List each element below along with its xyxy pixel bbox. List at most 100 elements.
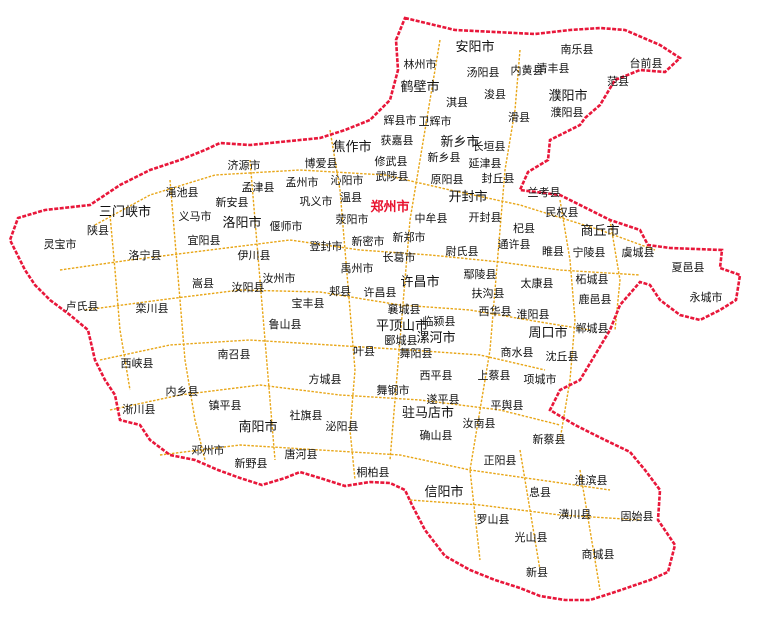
county-label: 内黄县: [510, 64, 544, 77]
county-label: 卫辉市: [418, 115, 452, 128]
city-label: 开封市: [448, 190, 488, 205]
county-label: 清丰县: [536, 62, 570, 75]
county-label: 博爱县: [304, 157, 338, 170]
county-label: 息县: [529, 486, 551, 499]
county-label: 太康县: [520, 277, 554, 290]
county-label: 修武县: [374, 155, 408, 168]
county-label: 通许县: [497, 238, 531, 251]
county-label: 郾城县: [384, 334, 418, 347]
county-label: 西华县: [478, 305, 512, 318]
county-label: 长垣县: [472, 140, 506, 153]
county-label: 固始县: [620, 510, 654, 523]
county-label: 光山县: [514, 531, 548, 544]
county-label: 宁陵县: [572, 246, 606, 259]
county-label: 荥阳市: [335, 213, 369, 226]
city-label: 周口市: [528, 326, 568, 341]
county-label: 渑池县: [165, 186, 199, 199]
county-label: 新蔡县: [532, 433, 566, 446]
county-label: 宜阳县: [187, 234, 221, 247]
county-label: 郏县: [329, 285, 351, 298]
county-label: 辉县市: [383, 114, 417, 127]
county-label: 汝南县: [462, 417, 496, 430]
county-label: 汝州市: [262, 272, 296, 285]
county-label: 西平县: [419, 369, 453, 382]
city-label: 平顶山市: [375, 319, 429, 334]
city-label: 洛阳市: [222, 216, 262, 231]
county-label: 永城市: [689, 291, 723, 304]
county-label: 尉氏县: [445, 245, 479, 258]
county-label: 潢川县: [558, 508, 592, 521]
county-label: 沈丘县: [545, 350, 579, 363]
county-label: 开封县: [468, 211, 502, 224]
county-label: 林州市: [403, 58, 437, 71]
province-boundary: [8, 16, 742, 602]
county-label: 平舆县: [490, 399, 524, 412]
county-label: 南召县: [217, 348, 251, 361]
county-label: 淮滨县: [574, 474, 608, 487]
county-label: 嵩县: [192, 277, 214, 290]
county-label: 陕县: [87, 224, 109, 237]
county-label: 舞钢市: [376, 384, 410, 397]
county-label: 孟津县: [241, 181, 275, 194]
county-label: 郸城县: [575, 322, 609, 335]
county-label: 滑县: [508, 111, 530, 124]
city-label: 商丘市: [580, 224, 620, 239]
county-label: 巩义市: [299, 195, 333, 208]
county-label: 义马市: [178, 210, 212, 223]
city-label: 南阳市: [238, 420, 278, 435]
county-label: 舞阳县: [399, 347, 433, 360]
county-label: 浚县: [484, 88, 506, 101]
city-label: 安阳市: [455, 40, 495, 55]
county-label: 偃师市: [269, 220, 303, 233]
county-label: 柘城县: [575, 273, 609, 286]
county-label: 延津县: [468, 157, 502, 170]
county-label: 栾川县: [135, 302, 169, 315]
county-label: 新密市: [351, 235, 385, 248]
county-label: 襄城县: [387, 303, 421, 316]
county-label: 叶县: [353, 345, 375, 358]
county-label: 中牟县: [414, 212, 448, 225]
county-label: 灵宝市: [43, 238, 77, 251]
city-label: 焦作市: [332, 140, 372, 155]
city-label: 三门峡市: [98, 205, 152, 220]
county-label: 禹州市: [340, 262, 374, 275]
county-label: 西峡县: [120, 357, 154, 370]
county-label: 淅川县: [122, 403, 156, 416]
county-label: 孟州市: [285, 176, 319, 189]
county-label: 遂平县: [426, 393, 460, 406]
city-label: 驻马店市: [401, 406, 455, 421]
county-label: 获嘉县: [380, 134, 414, 147]
county-label: 鹿邑县: [578, 293, 612, 306]
county-label: 济源市: [227, 159, 261, 172]
county-label: 邓州市: [191, 444, 225, 457]
county-label: 正阳县: [483, 454, 517, 467]
county-label: 镇平县: [208, 399, 242, 412]
county-label: 兰考县: [527, 186, 561, 199]
county-label: 社旗县: [289, 409, 323, 422]
county-label: 扶沟县: [471, 287, 505, 300]
county-label: 唐河县: [284, 448, 318, 461]
county-label: 杞县: [513, 222, 535, 235]
county-label: 新安县: [215, 196, 249, 209]
county-label: 夏邑县: [671, 261, 705, 274]
county-label: 桐柏县: [356, 466, 390, 479]
county-label: 上蔡县: [477, 369, 511, 382]
county-label: 长葛市: [382, 251, 416, 264]
county-label: 洛宁县: [128, 249, 162, 262]
county-label: 临颍县: [422, 315, 456, 328]
county-label: 确山县: [419, 429, 453, 442]
county-label: 沁阳市: [330, 174, 364, 187]
county-label: 鲁山县: [268, 318, 302, 331]
county-label: 宝丰县: [291, 297, 325, 310]
county-label: 内乡县: [165, 385, 199, 398]
county-label: 濮阳县: [550, 106, 584, 119]
city-label: 新乡市: [440, 135, 480, 150]
county-label: 汤阳县: [466, 66, 500, 79]
county-label: 商水县: [500, 346, 534, 359]
county-label: 武陟县: [375, 170, 409, 183]
county-label: 新乡县: [427, 151, 461, 164]
county-label: 虞城县: [621, 246, 655, 259]
city-label: 濮阳市: [548, 89, 588, 104]
county-label: 登封市: [309, 240, 343, 253]
